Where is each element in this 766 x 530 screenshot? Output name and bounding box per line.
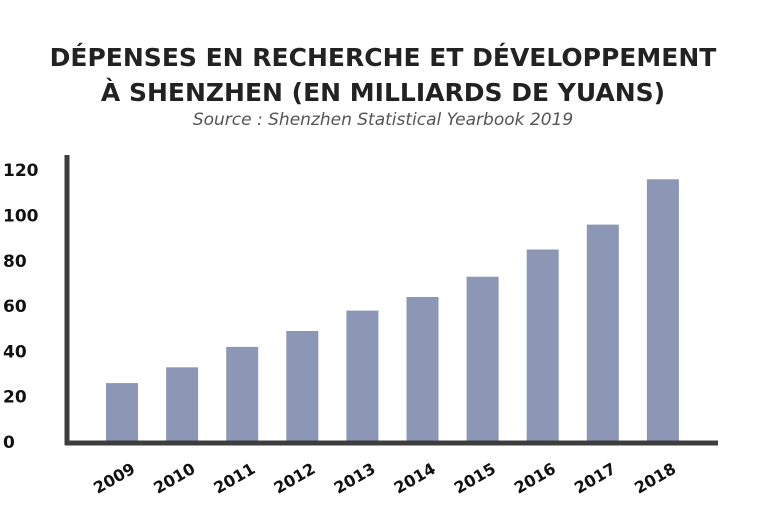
x-tick-label: 2018: [631, 459, 679, 498]
axes-layer: [64, 155, 718, 446]
y-tick-label: 0: [3, 433, 15, 453]
chart-subtitle: Source : Shenzhen Statistical Yearbook 2…: [192, 110, 574, 130]
bar-2015: [466, 276, 499, 442]
bar-2011: [226, 346, 259, 442]
bar-2010: [166, 367, 199, 442]
x-tick-label: 2009: [90, 459, 138, 498]
x-tick-label: 2012: [270, 459, 318, 498]
x-tick-label: 2017: [571, 459, 619, 498]
y-tick-label: 100: [3, 207, 39, 227]
x-tick-label: 2011: [210, 459, 258, 498]
bar-2009: [106, 383, 138, 442]
bar-2013: [346, 310, 379, 442]
bar-2018: [646, 179, 679, 443]
chart-title-line-1: DÉPENSES EN RECHERCHE ET DÉVELOPPEMENT: [49, 43, 717, 72]
y-tick-label: 80: [3, 252, 27, 272]
bar-2014: [406, 297, 439, 442]
chart-title-line-2: À SHENZHEN (EN MILLIARDS DE YUANS): [100, 78, 666, 107]
x-tick-label: 2010: [150, 459, 198, 498]
chart-title: DÉPENSES EN RECHERCHE ET DÉVELOPPEMENT À…: [0, 40, 766, 110]
x-tick-label: 2014: [391, 459, 439, 498]
ticks-layer: 0 20 40 60 80 100 120 2009 2010 2011 2012 2013 2014 2…: [3, 161, 679, 497]
y-tick-label: 20: [3, 388, 27, 408]
x-tick-label: 2015: [451, 459, 499, 498]
bar-2012: [286, 331, 319, 442]
bar-2017: [586, 224, 619, 442]
y-tick-label: 60: [3, 297, 27, 317]
x-tick-label: 2013: [331, 459, 379, 498]
x-tick-label: 2016: [511, 459, 559, 498]
bar-2016: [526, 249, 559, 442]
y-tick-label: 120: [3, 161, 39, 181]
bars-layer: [106, 179, 679, 443]
y-tick-label: 40: [3, 342, 27, 362]
